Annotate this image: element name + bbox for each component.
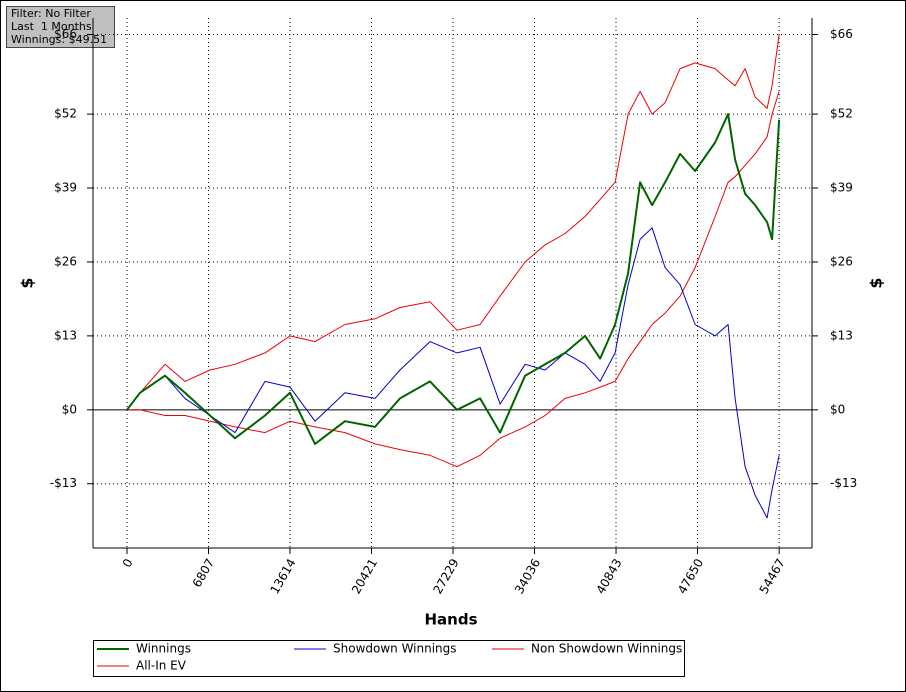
y2-tick-label: $66: [830, 27, 853, 41]
legend-label: Winnings: [136, 642, 191, 656]
series-line: [126, 227, 780, 519]
winnings-text: Winnings: $49.51: [11, 33, 107, 46]
filter-text: Filter: No Filter: [11, 7, 91, 20]
y-tick-label: $26: [54, 254, 77, 268]
series-line: [126, 113, 781, 445]
legend-label: All-In EV: [136, 659, 187, 673]
series-line: [126, 34, 780, 411]
y-tick-label: $13: [54, 328, 77, 342]
filter-box: [6, 6, 115, 48]
y-tick-label: -$13: [50, 476, 77, 490]
period-text: Last 1 Months: [11, 20, 92, 33]
legend-box: [93, 640, 685, 677]
y2-tick-label: $52: [830, 107, 853, 121]
y-tick-label: $0: [62, 402, 77, 416]
y2-tick-label: $0: [830, 402, 845, 416]
legend-label: Non Showdown Winnings: [531, 642, 682, 656]
y2-tick-label: $39: [830, 181, 853, 195]
y-tick-label: $66: [54, 27, 77, 41]
y2-tick-label: $26: [830, 254, 853, 268]
y2-tick-label: -$13: [830, 476, 857, 490]
x-axis-label: Hands: [424, 611, 477, 629]
legend-label: Showdown Winnings: [333, 642, 457, 656]
y-tick-label: $52: [54, 107, 77, 121]
y-tick-label: $39: [54, 181, 77, 195]
y2-axis-label: $: [867, 277, 886, 288]
y2-tick-label: $13: [830, 328, 853, 342]
y-axis-label: $: [18, 277, 37, 288]
series-line: [127, 91, 780, 468]
